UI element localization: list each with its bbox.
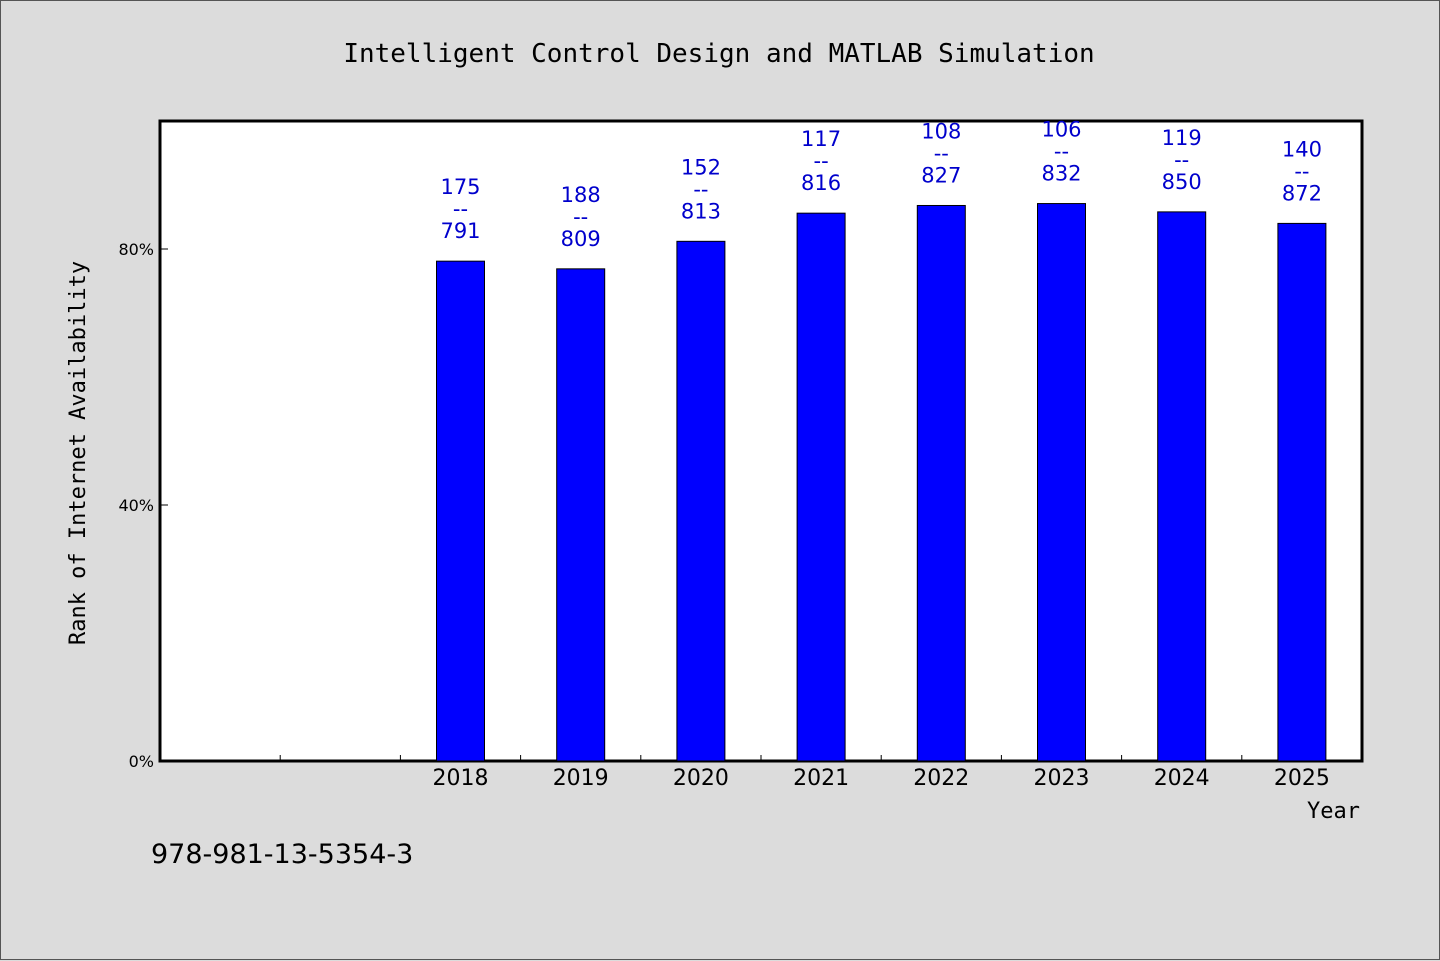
bar-label-top: 117	[801, 127, 841, 151]
bar-label-separator: --	[1294, 159, 1309, 183]
bar-labels-layer: 175--791188--809152--813117--816108--827…	[440, 118, 1321, 251]
bar-2020	[676, 240, 726, 762]
y-axis-label: Rank of Internet Availability	[66, 261, 91, 645]
bar-2019	[556, 268, 606, 762]
chart-title: Intelligent Control Design and MATLAB Si…	[343, 39, 1094, 69]
bar-label-top: 188	[561, 183, 601, 207]
x-axis-ticks: 2018 2019 2020 2021 2022 2023 2024 2025	[279, 755, 1330, 791]
x-tick-label: 2022	[913, 766, 969, 791]
bar-label-top: 175	[440, 175, 480, 199]
bar-2018	[436, 260, 485, 762]
bar-label-bottom: 791	[440, 219, 480, 243]
bar-label-bottom: 809	[561, 227, 601, 251]
x-tick-label: 2024	[1154, 766, 1210, 791]
bar-label-bottom: 816	[801, 171, 841, 195]
bar-label-separator: --	[1054, 140, 1069, 164]
bar-2024	[1157, 211, 1207, 762]
bar-label-bottom: 813	[681, 199, 721, 223]
bar-2021	[796, 212, 846, 762]
y-axis-ticks: 0% 40% 80%	[118, 240, 168, 771]
bar-label-separator: --	[693, 177, 708, 201]
bar-label-bottom: 832	[1041, 162, 1081, 186]
bar-label-top: 106	[1041, 118, 1081, 142]
y-tick-label: 40%	[118, 496, 154, 515]
x-tick-label: 2025	[1274, 766, 1330, 791]
bar-label-separator: --	[934, 141, 949, 165]
bar-label-bottom: 850	[1162, 170, 1202, 194]
bar-label-separator: --	[814, 149, 829, 173]
x-axis-label: Year	[1307, 799, 1360, 824]
bar-label-separator: --	[453, 197, 468, 221]
bars-layer	[436, 203, 1327, 762]
bar-label-separator: --	[1174, 148, 1189, 172]
y-tick-label: 80%	[118, 240, 154, 259]
bar-label-separator: --	[573, 205, 588, 229]
bar-label-top: 140	[1282, 137, 1322, 161]
bar-label-top: 108	[921, 119, 961, 143]
y-tick-label: 0%	[129, 752, 154, 771]
x-tick-label: 2018	[433, 766, 489, 791]
bar-label-bottom: 827	[921, 163, 961, 187]
x-tick-label: 2019	[553, 766, 609, 791]
x-tick-label: 2023	[1034, 766, 1090, 791]
bar-2022	[916, 204, 966, 762]
bar-label-bottom: 872	[1282, 181, 1322, 205]
x-tick-label: 2020	[673, 766, 729, 791]
bar-label-top: 119	[1162, 126, 1202, 150]
x-tick-label: 2021	[793, 766, 849, 791]
bar-2025	[1277, 222, 1327, 762]
bar-label-top: 152	[681, 155, 721, 179]
isbn-footer: 978-981-13-5354-3	[151, 839, 413, 870]
bar-2023	[1037, 203, 1086, 762]
